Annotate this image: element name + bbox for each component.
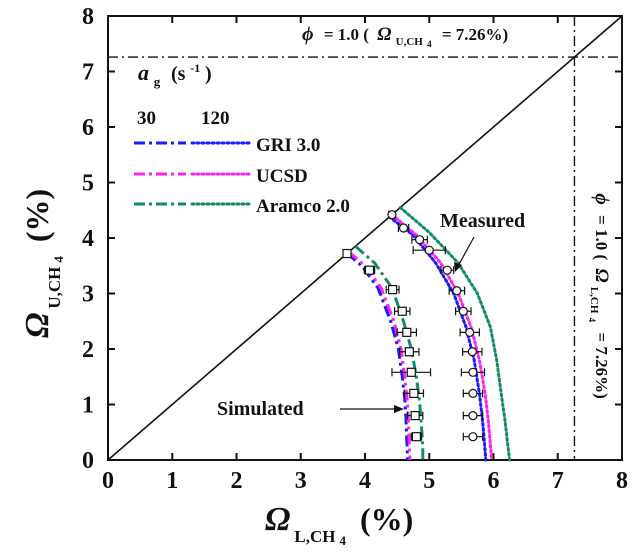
measured-120-point [398,223,409,233]
y-tick-label: 4 [82,226,94,252]
x-tick-label: 6 [488,468,500,494]
measured-markers [342,210,486,442]
y-tick-label: 6 [82,115,94,141]
y-tick-label: 2 [82,337,94,363]
legend-label-aramco: Aramco 2.0 [256,196,350,217]
legend-label-gri: GRI 3.0 [256,135,320,156]
axis-ticks: 0 1 2 3 4 5 6 7 8 0 1 2 3 4 5 6 7 8 [82,4,628,494]
measured-120-point [468,432,478,442]
measured-30-point [364,265,375,275]
x-axis-title: Ω L,CH 4 (%) [265,501,413,549]
measured-120-point [415,235,425,245]
measured-30-point [406,367,416,377]
reference-lines [107,15,623,461]
measured-30-point [397,306,407,316]
measured-30-point [342,248,352,259]
legend-label-ucsd: UCSD [256,166,308,187]
phi-horizontal-label: ϕ = 1.0 ( Ω U,CH 4 = 7.26%) [302,23,508,51]
phi-vertical-label: ϕ = 1.0 ( Ω L,CH 4 = 7.26%) [585,193,613,399]
measured-120-point [442,265,452,275]
measured-annotation: Measured [440,210,525,232]
measured-120-point [458,306,468,316]
diagonal-line [107,15,623,461]
x-tick-label: 1 [166,468,178,494]
series-lines [346,206,512,462]
y-axis-title: Ω U,CH 4 (%) [19,189,67,338]
legend-strain-30: 30 [137,108,156,129]
x-tick-label: 5 [423,468,435,494]
legend: a g (s -1 ) 30 120 GRI 3.0 UCSD Aramco 2… [134,56,350,217]
series-line [346,252,409,460]
measured-30-point [388,285,398,295]
x-tick-label: 7 [552,468,564,494]
legend-title: a g (s -1 ) [138,56,212,91]
measured-120-point [387,210,397,220]
y-tick-label: 5 [82,171,94,197]
measured-30-point [404,347,414,357]
measured-arrowhead [454,262,462,272]
x-tick-label: 8 [616,468,628,494]
series-line [347,250,412,461]
measured-120-point [468,367,478,377]
series-line [387,215,488,462]
measured-120-point [468,411,478,421]
measured-30-point [409,388,419,398]
measured-30-point [411,432,421,442]
measured-30-point [402,327,412,337]
x-tick-label: 2 [231,468,243,494]
legend-strain-120: 120 [201,108,230,129]
y-tick-label: 8 [82,4,94,30]
y-tick-label: 1 [82,393,94,419]
y-tick-label: 7 [82,60,94,86]
y-tick-label: 0 [82,448,94,474]
measured-120-point [424,245,434,255]
y-tick-label: 3 [82,282,94,308]
measured-120-point [465,327,475,337]
simulated-arrowhead [394,405,404,413]
simulated-annotation: Simulated [217,398,304,420]
x-tick-label: 0 [102,468,114,494]
series-line [398,206,512,462]
measured-arrow [456,236,475,269]
series-line [354,245,425,460]
measured-30-point [410,411,420,421]
x-tick-label: 3 [295,468,307,494]
measured-120-point [468,388,478,398]
measured-120-point [467,347,477,357]
legend-samples [134,141,252,206]
x-tick-label: 4 [359,468,371,494]
measured-120-point [452,286,462,296]
